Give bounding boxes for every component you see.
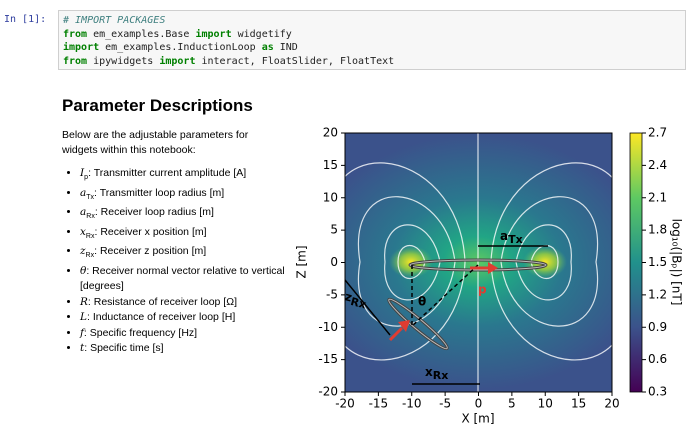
parameter-symbol: f [80, 326, 84, 339]
parameter-symbol: θ [80, 264, 87, 277]
parameter-symbol: z [80, 245, 86, 258]
annotation: aTx [500, 229, 523, 247]
code-token: ipywidgets [87, 55, 160, 67]
parameter-subscript: Tx [86, 193, 95, 201]
parameter-description: : Receiver x position [m] [94, 225, 207, 238]
parameter-description: : Resistance of receiver loop [Ω] [87, 295, 237, 308]
x-tick-label: -5 [439, 397, 451, 411]
colorbar-tick-label: 1.2 [648, 287, 667, 301]
code-token: import [63, 42, 100, 53]
annotation: p [478, 283, 487, 297]
code-token: em_examples.InductionLoop [99, 42, 262, 53]
code-cell[interactable]: # IMPORT PACKAGES from em_examples.Base … [58, 10, 686, 70]
colorbar-tick-label: 2.7 [648, 126, 667, 140]
x-axis-label: X [m] [461, 412, 494, 426]
y-tick-label: 20 [323, 126, 338, 140]
parameter-description: : Receiver normal vector relative to ver… [80, 264, 285, 293]
code-token: # IMPORT PACKAGES [63, 15, 166, 26]
y-tick-label: 10 [323, 190, 338, 204]
colorbar-tick-label: 2.1 [648, 190, 667, 204]
parameter-item: θ: Receiver normal vector relative to ve… [80, 264, 310, 295]
y-tick-label: -15 [318, 352, 338, 366]
code-token: IND [273, 42, 298, 53]
parameter-item: Ip: Transmitter current amplitude [A] [80, 166, 310, 186]
y-tick-label: 0 [330, 255, 338, 269]
code-token: interact, FloatSlider, FloatText [195, 55, 395, 67]
parameter-item: zRx: Receiver z position [m] [80, 244, 310, 264]
colorbar-label: log₁₀(|Bₚ|) [nT] [670, 219, 684, 306]
parameter-subscript: Rx [86, 213, 95, 221]
x-tick-label: 15 [571, 397, 586, 411]
annotation: xRx [425, 365, 448, 383]
x-tick-label: -20 [335, 397, 355, 411]
code-token: import [195, 28, 232, 40]
parameter-item: aRx: Receiver loop radius [m] [80, 205, 310, 225]
colorbar-tick-label: 1.8 [648, 223, 667, 237]
parameter-item: R: Resistance of receiver loop [Ω] [80, 295, 310, 311]
y-tick-label: -5 [326, 287, 338, 301]
colorbar-tick-label: 0.6 [648, 352, 667, 366]
colorbar-tick-label: 0.9 [648, 320, 667, 334]
parameter-item: f: Specific frequency [Hz] [80, 326, 310, 342]
parameter-symbol: x [80, 225, 86, 238]
x-tick-label: 0 [475, 397, 483, 411]
parameter-symbol: L [80, 311, 87, 324]
parameter-description: : Transmitter current amplitude [A] [88, 167, 247, 179]
y-tick-label: -10 [318, 320, 338, 334]
x-tick-label: 10 [538, 397, 553, 411]
plot-image [345, 133, 612, 392]
colorbar-tick-label: 2.4 [648, 158, 667, 172]
parameter-description: : Transmitter loop radius [m] [94, 186, 225, 199]
parameter-symbol: a [80, 206, 87, 219]
parameter-description: : Receiver loop radius [m] [94, 206, 214, 219]
code-token: as [261, 42, 274, 53]
colorbar-tick-label: 1.5 [648, 255, 667, 269]
code-token: from [63, 55, 88, 67]
parameter-description: : Receiver z position [m] [94, 245, 207, 258]
annotations: aTx zRx xRx θ p [342, 229, 523, 383]
parameter-description: : Specific frequency [Hz] [83, 326, 198, 339]
parameter-item: xRx: Receiver x position [m] [80, 225, 310, 245]
x-tick-label: 20 [604, 397, 619, 411]
parameter-item: L: Inductance of receiver loop [H] [80, 310, 310, 326]
parameter-symbol: a [80, 186, 87, 199]
x-tick-label: 5 [508, 397, 516, 411]
y-tick-label: 15 [323, 158, 338, 172]
colorbar [629, 132, 643, 393]
annotation: zRx [342, 289, 368, 312]
code-token: from [63, 28, 88, 40]
x-tick-label: -10 [402, 397, 422, 411]
code-token: widgetify [231, 28, 292, 40]
x-tick-label: -15 [369, 397, 389, 411]
parameter-item: t: Specific time [s] [80, 341, 310, 357]
code-token: em_examples.Base [87, 28, 196, 40]
parameter-symbol: t [80, 342, 85, 355]
y-axis-label: Z [m] [295, 245, 309, 278]
colorbar-tick-label: 0.3 [648, 385, 667, 399]
parameter-description: : Specific time [s] [84, 342, 164, 355]
parameter-symbol: R [80, 295, 88, 308]
parameter-symbol: I [80, 167, 85, 179]
parameter-subscript: Rx [85, 232, 95, 240]
parameter-description: : Inductance of receiver loop [H] [86, 311, 236, 324]
y-tick-label: -20 [318, 385, 338, 399]
markdown-intro: Below are the adjustable parameters for … [62, 129, 249, 156]
parameter-subscript: Rx [85, 252, 95, 260]
parameter-subscript: p [84, 174, 89, 182]
markdown-title: Parameter Descriptions [62, 96, 253, 115]
y-tick-label: 5 [330, 223, 338, 237]
annotation: θ [418, 295, 426, 309]
code-token: import [159, 55, 196, 67]
cell-prompt: In [1]: [4, 14, 47, 25]
parameter-list: Ip: Transmitter current amplitude [A]aTx… [62, 166, 310, 357]
parameter-item: aTx: Transmitter loop radius [m] [80, 186, 310, 206]
